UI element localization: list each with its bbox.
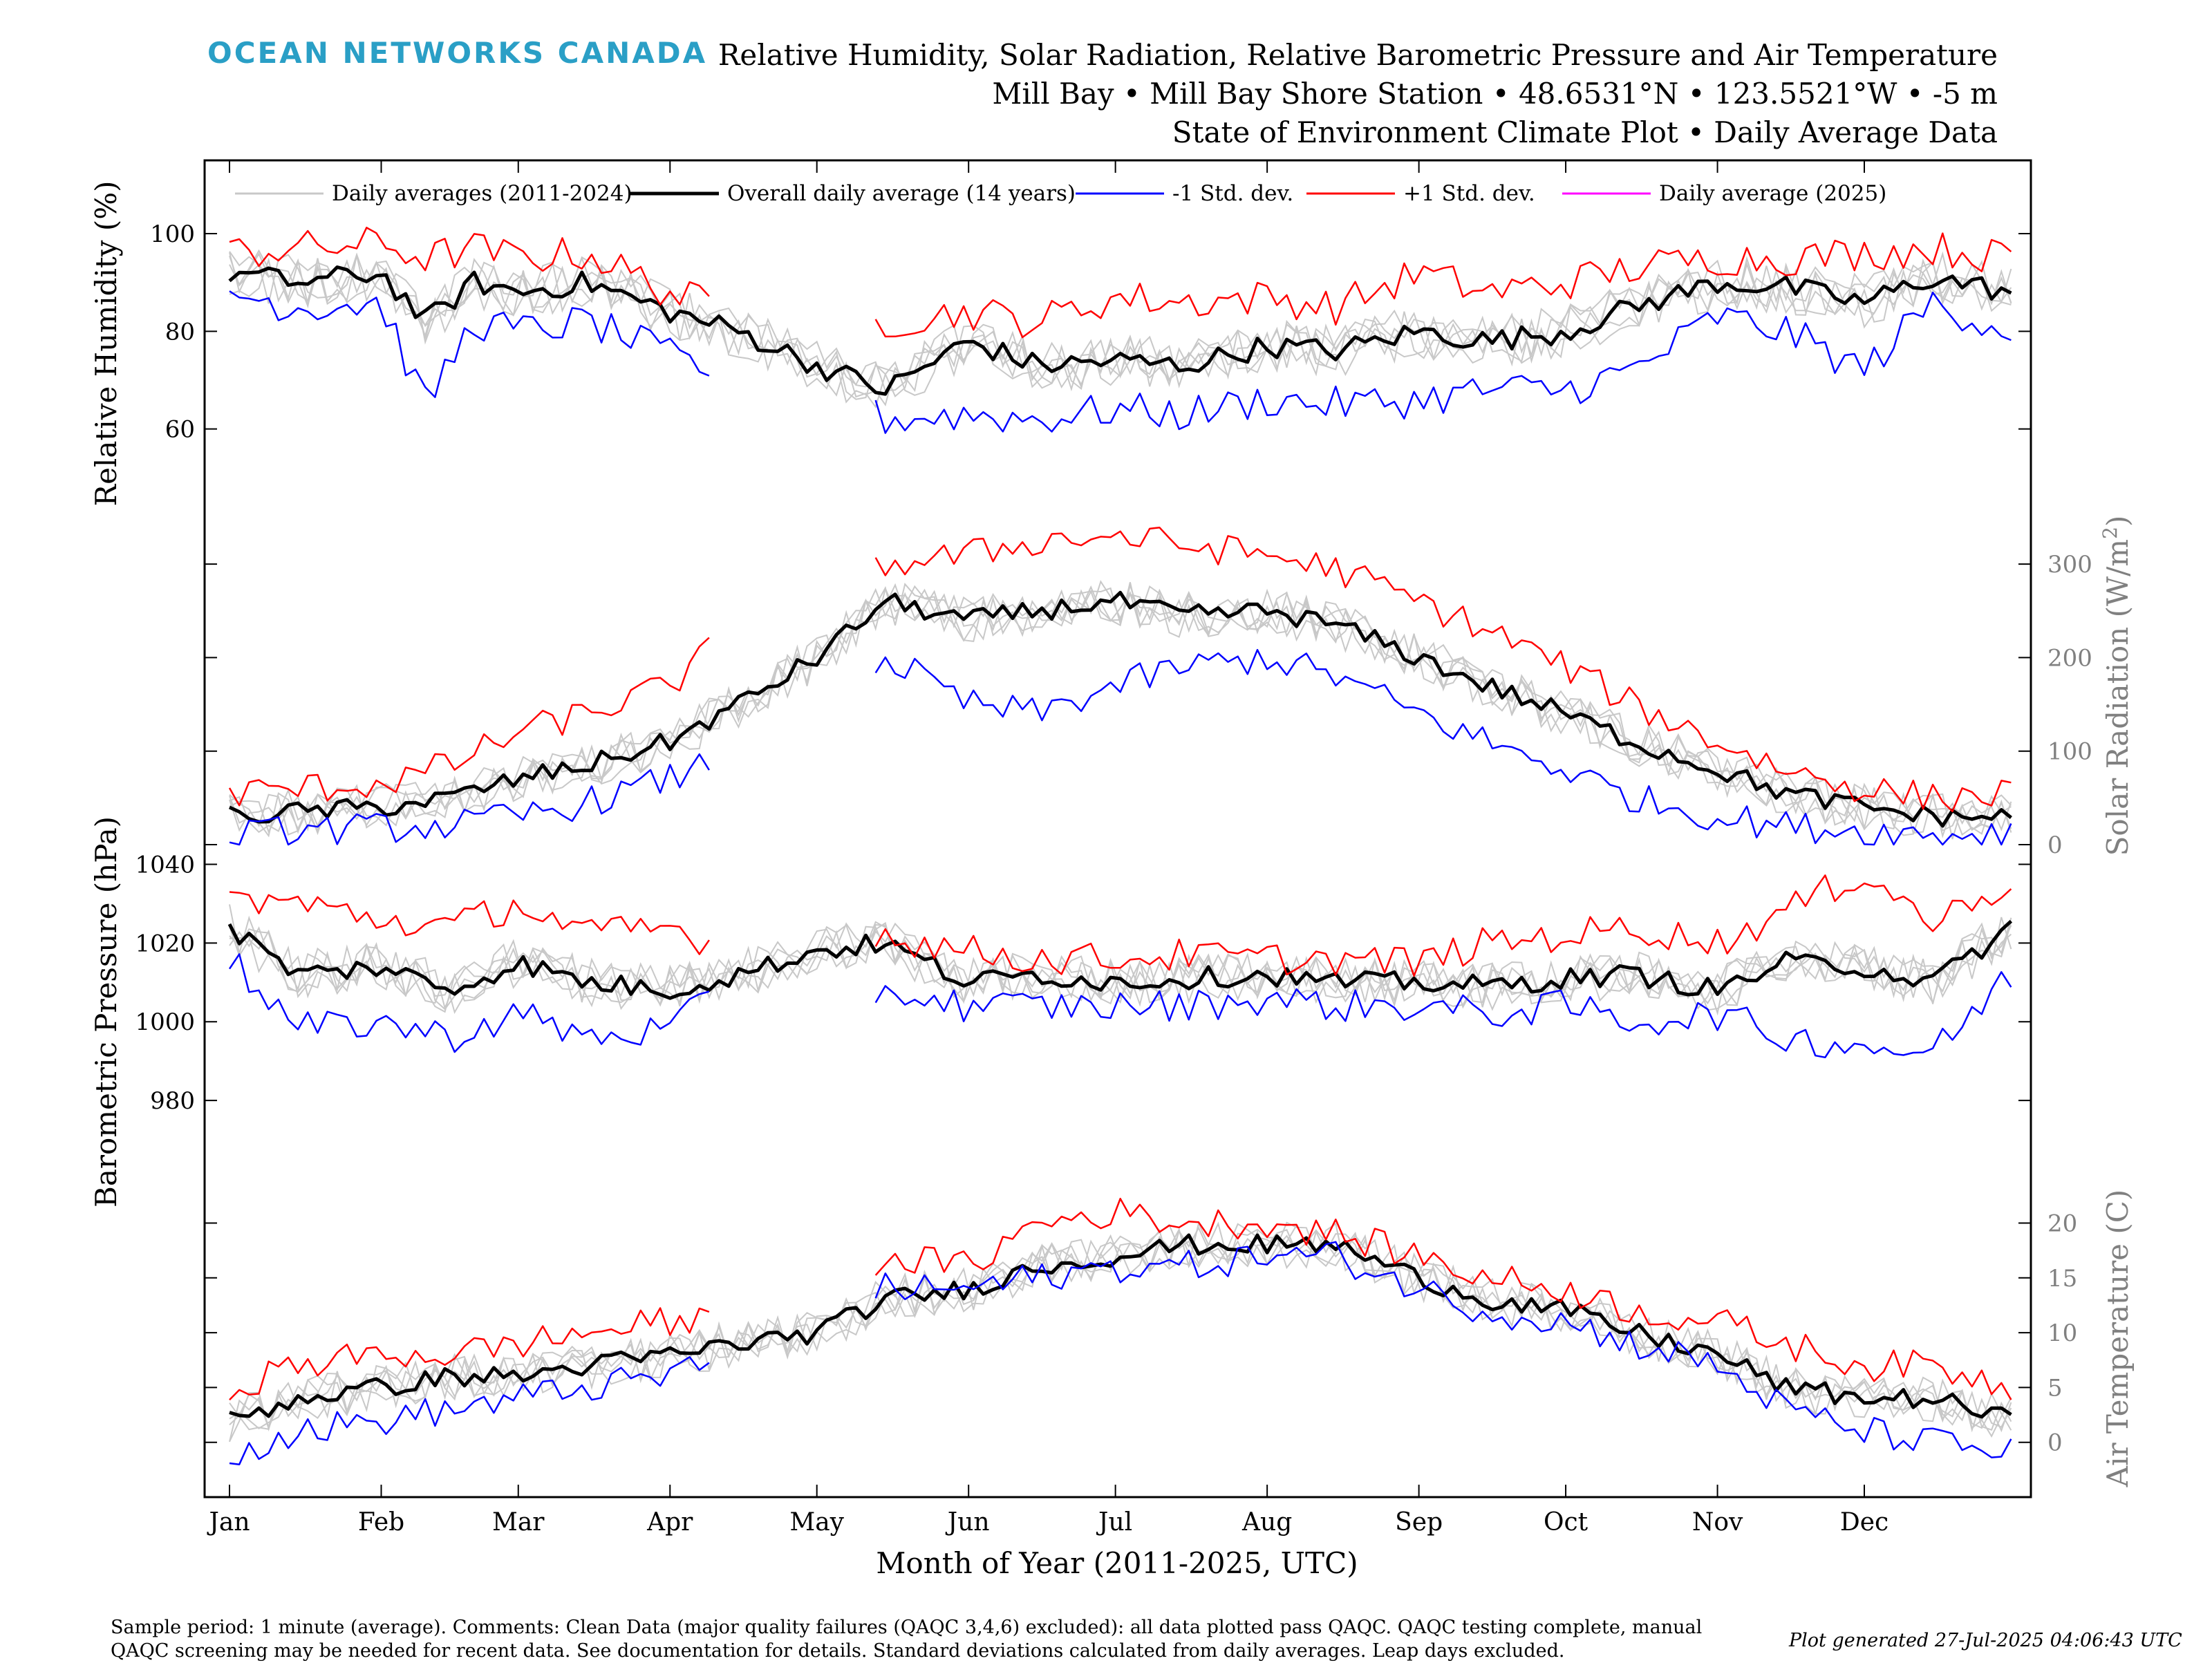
x-tick-label: Apr — [646, 1508, 693, 1537]
panel-solar-radiation: 0 100 200 300 Solar Radiation (W/m2) — [205, 516, 2135, 859]
y-tick-label: 0 — [2047, 832, 2063, 859]
overall-average-line — [228, 590, 2012, 828]
x-tick-label: Jun — [945, 1508, 990, 1537]
brand-logo: OCEAN NETWORKS CANADA — [207, 36, 708, 70]
title-line-3: State of Environment Climate Plot • Dail… — [1172, 115, 1998, 149]
plus-std-line — [229, 874, 2012, 977]
title-line-1: Relative Humidity, Solar Radiation, Rela… — [718, 38, 1998, 72]
legend-label: -1 Std. dev. — [1172, 181, 1293, 206]
x-tick-label: Dec — [1840, 1508, 1888, 1537]
x-tick-label: May — [789, 1508, 844, 1537]
daily-average-year-line — [229, 257, 2012, 392]
legend-label: Overall daily average (14 years) — [727, 181, 1076, 206]
overall-average-line — [227, 919, 2013, 1000]
daily-average-year-line — [229, 1221, 2012, 1433]
x-tick-label: Nov — [1692, 1508, 1743, 1537]
y-tick-label: 15 — [2047, 1265, 2077, 1293]
y-tick-label: 80 — [165, 318, 195, 346]
title-line-2: Mill Bay • Mill Bay Shore Station • 48.6… — [992, 77, 1998, 111]
legend-label: Daily average (2025) — [1659, 181, 1886, 206]
minus-std-line — [229, 290, 2012, 434]
x-tick-label: Jan — [206, 1508, 250, 1537]
y-tick-label: 100 — [150, 220, 195, 248]
overall-average-line — [228, 265, 2012, 396]
daily-average-year-line — [229, 921, 2012, 1013]
daily-average-year-line — [229, 252, 2012, 409]
minus-std-line — [228, 953, 2012, 1059]
minus-std-line — [229, 648, 2012, 846]
daily-average-year-line — [229, 923, 2012, 1011]
y-tick-label: 1020 — [135, 930, 195, 957]
x-tick-label: Feb — [358, 1508, 404, 1537]
y-tick-label: 980 — [150, 1087, 195, 1115]
y-tick-label: 0 — [2047, 1429, 2063, 1457]
y-axis-label: Relative Humidity (%) — [89, 180, 123, 506]
y-tick-label: 60 — [165, 416, 195, 444]
overall-average-line — [229, 1233, 2012, 1419]
footer-comment-line-2: QAQC screening may be needed for recent … — [111, 1640, 1565, 1662]
y-tick-label: 5 — [2047, 1374, 2063, 1402]
legend-label: +1 Std. dev. — [1403, 181, 1535, 206]
panel-barometric-pressure: 980 1000 1020 1040 Barometric Pressure (hPa) — [89, 816, 2031, 1208]
minus-std-line — [229, 1241, 2012, 1465]
legend: Daily averages (2011-2024) Overall daily … — [235, 181, 1886, 206]
legend-label: Daily averages (2011-2024) — [332, 181, 632, 206]
y-axis-label: Air Temperature (C) — [2101, 1190, 2135, 1488]
x-tick-label: Jul — [1096, 1508, 1132, 1537]
y-axis-label: Solar Radiation (W/m2) — [2099, 516, 2135, 856]
plus-std-line — [229, 227, 2012, 339]
y-tick-label: 300 — [2047, 551, 2092, 579]
footer-comments: Sample period: 1 minute (average). Comme… — [111, 1616, 1783, 1663]
plot-frame — [203, 159, 2032, 1498]
x-tick-label: Aug — [1241, 1508, 1292, 1537]
y-tick-label: 200 — [2047, 644, 2092, 672]
y-tick-label: 10 — [2047, 1319, 2077, 1347]
plus-std-line — [228, 526, 2012, 813]
daily-average-year-line — [229, 1228, 2012, 1438]
footer-comment-line-1: Sample period: 1 minute (average). Comme… — [111, 1617, 1703, 1638]
panel-relative-humidity: 60 80 100 Relative Humidity (%) — [89, 180, 2031, 507]
x-axis: Jan Feb Mar Apr May Jun Jul Aug Sep Oct Nov Dec Mont… — [206, 160, 1888, 1580]
y-tick-label: 1040 — [135, 851, 195, 879]
x-tick-label: Oct — [1544, 1508, 1588, 1537]
y-axis-label: Barometric Pressure (hPa) — [89, 816, 123, 1208]
y-tick-label: 1000 — [135, 1008, 195, 1036]
daily-average-year-line — [229, 582, 2012, 840]
plot-generated-timestamp: Plot generated 27-Jul-2025 04:06:43 UTC — [1789, 1630, 2182, 1651]
plus-std-line — [229, 1197, 2012, 1401]
daily-average-year-line — [229, 583, 2012, 836]
x-tick-label: Sep — [1395, 1508, 1443, 1537]
chart-title: Relative Humidity, Solar Radiation, Rela… — [718, 36, 1998, 152]
y-tick-label: 20 — [2047, 1210, 2077, 1237]
x-axis-label: Month of Year (2011-2025, UTC) — [876, 1546, 1358, 1580]
y-tick-label: 100 — [2047, 738, 2092, 766]
panel-air-temperature: 0 5 10 15 20 Air Temperature (C) — [205, 1190, 2135, 1488]
x-tick-label: Mar — [492, 1508, 545, 1537]
